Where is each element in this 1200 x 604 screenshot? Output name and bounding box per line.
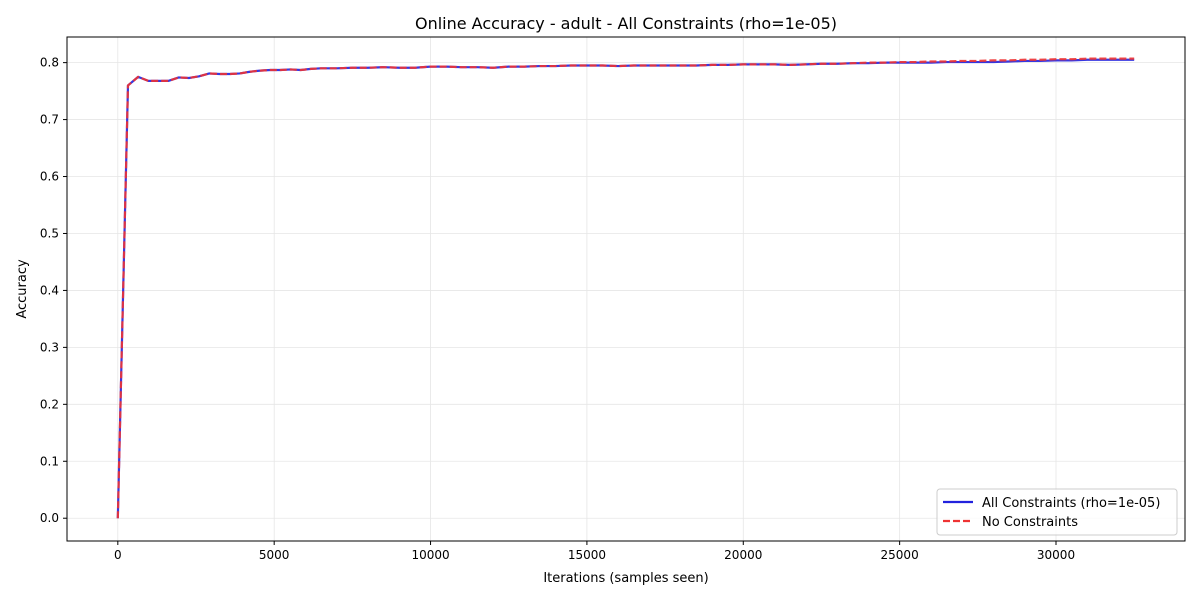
y-tick-label: 0.3	[40, 340, 59, 354]
y-tick-label: 0.6	[40, 170, 59, 184]
plot-frame	[66, 36, 1186, 542]
legend-label-all-constraints: All Constraints (rho=1e-05)	[982, 496, 1160, 511]
chart-title: Online Accuracy - adult - All Constraint…	[415, 14, 837, 33]
x-axis-label: Iterations (samples seen)	[543, 571, 708, 586]
legend-label-no-constraints: No Constraints	[982, 515, 1078, 530]
y-tick-label: 0.4	[40, 283, 59, 297]
y-tick-label: 0.1	[40, 454, 59, 468]
x-tick-label: 15000	[568, 548, 606, 562]
y-tick-label: 0.2	[40, 397, 59, 411]
y-tick-label: 0.8	[40, 56, 59, 70]
y-tick-label: 0.0	[40, 511, 59, 525]
legend-box	[936, 488, 1178, 536]
legend: All Constraints (rho=1e-05) No Constrain…	[936, 488, 1178, 536]
x-tick-label: 0	[114, 548, 122, 562]
x-tick-label: 30000	[1037, 548, 1075, 562]
y-tick-label: 0.5	[40, 226, 59, 240]
x-tick-label: 25000	[881, 548, 919, 562]
grid-lines	[67, 37, 1185, 541]
y-tick-label: 0.7	[40, 113, 59, 127]
y-axis-label: Accuracy	[15, 259, 30, 319]
x-tick-label: 5000	[259, 548, 290, 562]
series-lines	[116, 57, 1135, 519]
axis-ticks: 0 5000 10000 15000 20000 25000 30000 0.0 0.1 0.2 0…	[40, 56, 1075, 562]
x-tick-label: 10000	[411, 548, 449, 562]
series-line-no-constraints	[116, 57, 1135, 519]
x-tick-label: 20000	[724, 548, 762, 562]
